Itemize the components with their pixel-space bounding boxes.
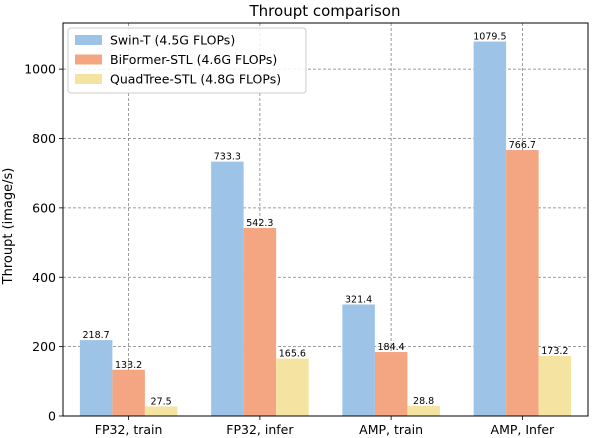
chart-title: Throupt comparison xyxy=(249,2,401,20)
plot-frame xyxy=(62,22,589,417)
y-tick-label: 0 xyxy=(48,409,56,424)
legend-label: BiFormer-STL (4.6G FLOPs) xyxy=(110,52,277,67)
legend-label: QuadTree-STL (4.8G FLOPs) xyxy=(110,72,281,87)
y-tick-label: 400 xyxy=(32,270,56,285)
bar xyxy=(211,161,244,416)
bar xyxy=(276,358,309,416)
y-tick-label: 800 xyxy=(32,131,56,146)
bars-layer xyxy=(79,41,572,416)
legend: Swin-T (4.5G FLOPs) BiFormer-STL (4.6G FL… xyxy=(67,27,307,94)
bar xyxy=(407,406,440,416)
data-label: 28.8 xyxy=(413,396,434,407)
x-tick-label: FP32, train xyxy=(95,422,163,437)
legend-swatch xyxy=(75,54,102,65)
bar xyxy=(144,406,178,416)
y-axis-label: Throupt (image/s) xyxy=(1,168,16,286)
bar xyxy=(506,150,539,416)
bar xyxy=(374,352,408,416)
bar xyxy=(538,355,572,416)
labels-layer: 218.7 733.3 321.4 1079.5 133.2 542.3 184.4 766.… xyxy=(83,32,569,408)
data-label: 184.4 xyxy=(378,342,405,353)
data-label: 27.5 xyxy=(151,396,172,407)
x-tick-label: AMP, Infer xyxy=(491,422,556,437)
bar xyxy=(112,369,145,416)
x-tick-label: FP32, infer xyxy=(226,422,294,437)
legend-swatch xyxy=(75,35,102,45)
data-label: 766.7 xyxy=(509,140,536,151)
data-label: 321.4 xyxy=(345,295,372,306)
data-label: 133.2 xyxy=(115,360,142,371)
bar xyxy=(473,41,507,416)
y-tick-label: 200 xyxy=(32,339,56,354)
legend-label: Swin-T (4.5G FLOPs) xyxy=(110,33,235,48)
legend-box xyxy=(67,27,307,94)
data-label: 733.3 xyxy=(214,152,241,163)
y-tick-label: 600 xyxy=(32,200,56,215)
bar xyxy=(243,227,277,416)
bar xyxy=(79,340,113,416)
legend-swatch xyxy=(75,74,102,84)
axes-layer: 0 200 400 600 800 1000 FP32, train FP32, infer A… xyxy=(24,22,589,437)
data-label: 165.6 xyxy=(279,349,306,360)
data-label: 1079.5 xyxy=(473,32,506,43)
data-label: 218.7 xyxy=(83,330,110,341)
y-tick-label: 1000 xyxy=(24,62,56,77)
bar xyxy=(342,304,375,416)
x-tick-label: AMP, train xyxy=(359,422,423,437)
data-label: 173.2 xyxy=(541,346,568,357)
data-label: 542.3 xyxy=(246,218,273,229)
